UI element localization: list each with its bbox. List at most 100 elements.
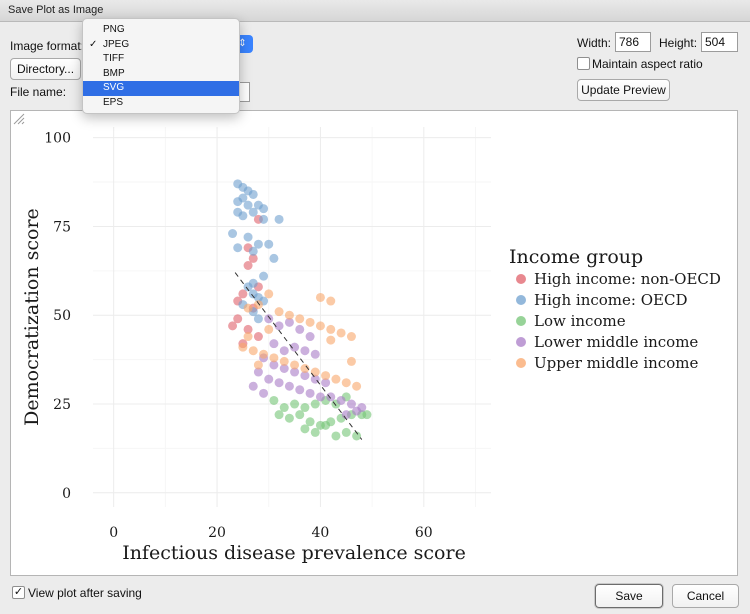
data-point — [264, 289, 274, 299]
scatter-plot: 0 20 40 60 0 25 50 75 100 Infectious disease prev… — [21, 127, 721, 564]
resize-grip-icon[interactable] — [11, 111, 25, 125]
width-input[interactable] — [615, 32, 651, 52]
legend-marker — [516, 295, 526, 305]
data-point — [284, 381, 294, 391]
data-point — [233, 197, 243, 207]
data-point — [253, 239, 263, 249]
y-tick-label: 0 — [62, 486, 71, 502]
data-point — [248, 246, 258, 256]
data-point — [305, 417, 315, 427]
format-option-svg[interactable]: SVG — [83, 81, 239, 96]
legend-label: Upper middle income — [534, 354, 698, 372]
legend-label: High income: OECD — [534, 291, 687, 309]
data-point — [305, 332, 315, 342]
data-point — [290, 367, 300, 377]
height-label: Height: — [659, 36, 698, 50]
data-point — [253, 314, 263, 324]
data-point — [315, 392, 325, 402]
data-point — [259, 204, 269, 214]
data-point — [290, 399, 300, 409]
x-tick-label: 40 — [312, 525, 330, 541]
data-point — [346, 356, 356, 366]
format-option-label: JPEG — [103, 38, 130, 50]
data-point — [321, 371, 331, 381]
data-point — [248, 189, 258, 199]
y-tick-label: 25 — [53, 397, 71, 413]
data-point — [274, 307, 284, 317]
updown-chevron-icon: ⇕ — [238, 38, 247, 49]
data-point — [284, 310, 294, 320]
data-point — [264, 239, 274, 249]
data-point — [310, 399, 320, 409]
data-point — [331, 374, 341, 384]
format-option-tiff[interactable]: TIFF — [83, 52, 239, 67]
data-point — [352, 431, 362, 441]
data-point — [264, 324, 274, 334]
format-option-bmp[interactable]: BMP — [83, 67, 239, 82]
x-tick-label: 20 — [208, 525, 226, 541]
data-point — [228, 321, 238, 331]
data-point — [233, 243, 243, 253]
data-point — [300, 424, 310, 434]
data-point — [264, 374, 274, 384]
data-point — [336, 395, 346, 405]
data-point — [248, 381, 258, 391]
data-point — [243, 332, 253, 342]
maintain-aspect-label: Maintain aspect ratio — [592, 57, 703, 71]
x-axis-title: Infectious disease prevalence score — [122, 542, 466, 564]
data-point — [341, 410, 351, 420]
data-point — [336, 328, 346, 338]
save-button[interactable]: Save — [595, 584, 663, 608]
format-option-jpeg[interactable]: ✓ JPEG — [83, 38, 239, 53]
data-point — [243, 324, 253, 334]
data-point — [284, 317, 294, 327]
data-point — [315, 292, 325, 302]
data-point — [238, 342, 248, 352]
y-axis-title: Democratization score — [21, 208, 43, 426]
legend-marker — [516, 316, 526, 326]
data-point — [243, 261, 253, 271]
data-point — [238, 289, 248, 299]
data-point — [269, 360, 279, 370]
data-point — [284, 413, 294, 423]
data-point — [274, 214, 284, 224]
data-point — [310, 367, 320, 377]
data-point — [300, 363, 310, 373]
directory-button[interactable]: Directory... — [10, 58, 81, 80]
data-point — [253, 300, 263, 310]
data-point — [341, 378, 351, 388]
data-point — [326, 392, 336, 402]
plot-preview: 0 20 40 60 0 25 50 75 100 Infectious disease prev… — [10, 110, 738, 576]
data-point — [310, 427, 320, 437]
file-name-label: File name: — [10, 85, 67, 99]
data-point — [331, 431, 341, 441]
legend-label: High income: non-OECD — [534, 270, 721, 288]
y-tick-label: 50 — [53, 308, 71, 324]
data-point — [352, 406, 362, 416]
cancel-button[interactable]: Cancel — [672, 584, 739, 608]
data-point — [321, 420, 331, 430]
legend-label: Low income — [534, 312, 626, 330]
data-point — [326, 296, 336, 306]
data-point — [243, 200, 253, 210]
data-point — [315, 321, 325, 331]
update-preview-button[interactable]: Update Preview — [577, 79, 670, 101]
data-point — [279, 346, 289, 356]
data-point — [295, 314, 305, 324]
data-point — [300, 403, 310, 413]
format-option-eps[interactable]: EPS — [83, 96, 239, 111]
data-point — [243, 282, 253, 292]
data-point — [269, 253, 279, 263]
data-point — [279, 403, 289, 413]
format-option-png[interactable]: PNG — [83, 23, 239, 38]
checkmark-icon: ✓ — [13, 586, 24, 598]
legend-marker — [516, 337, 526, 347]
data-point — [290, 342, 300, 352]
maintain-aspect-checkbox[interactable] — [577, 57, 590, 70]
image-format-menu: PNG ✓ JPEG TIFF BMP SVG EPS — [82, 18, 240, 114]
data-point — [238, 211, 248, 221]
view-after-saving-checkbox[interactable]: ✓ — [12, 586, 25, 599]
height-input[interactable] — [701, 32, 738, 52]
data-point — [295, 410, 305, 420]
trend-line — [234, 272, 363, 440]
